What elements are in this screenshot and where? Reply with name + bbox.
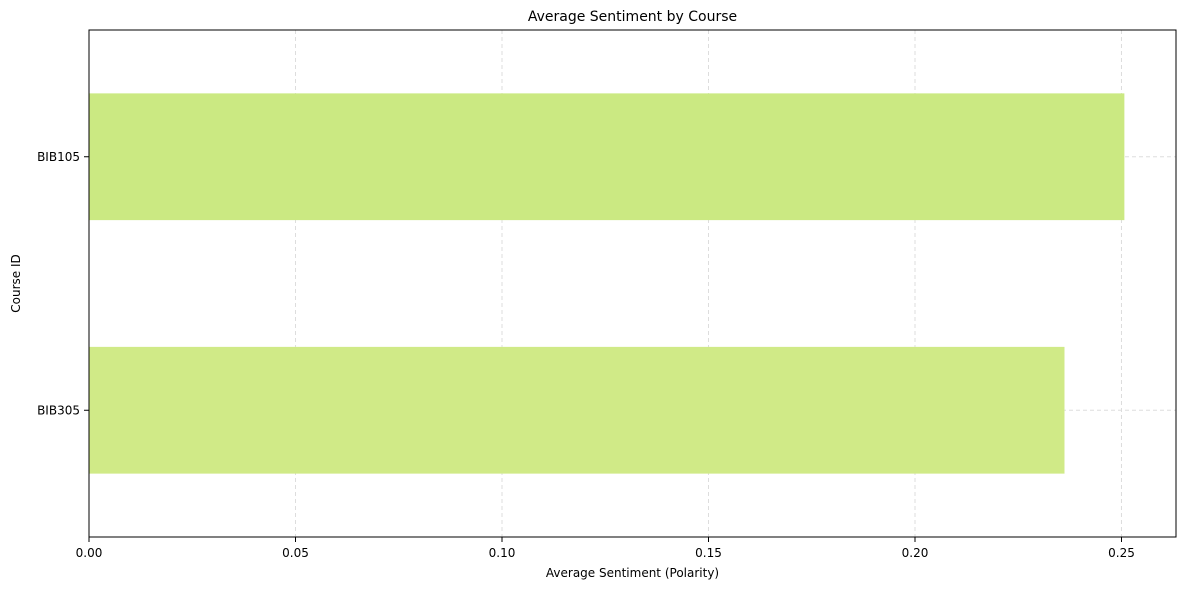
x-tick-label: 0.20 — [902, 546, 929, 560]
x-tick-label: 0.00 — [76, 546, 103, 560]
axis-ticks: 0.00 0.05 0.10 0.15 0.20 0.25 BIB105 BIB305 — [37, 150, 1135, 560]
x-axis-label: Average Sentiment (Polarity) — [546, 566, 719, 580]
y-tick-label: BIB305 — [37, 403, 80, 417]
x-tick-label: 0.10 — [489, 546, 516, 560]
chart-title: Average Sentiment by Course — [528, 9, 737, 25]
plot-frame — [88, 29, 1177, 538]
y-axis-label: Course ID — [9, 254, 23, 313]
y-tick-label: BIB105 — [37, 150, 80, 164]
bar-bib305 — [89, 346, 1065, 474]
x-tick-label: 0.05 — [282, 546, 309, 560]
bar-bib105 — [89, 93, 1125, 221]
x-tick-label: 0.25 — [1108, 546, 1135, 560]
x-tick-label: 0.15 — [695, 546, 722, 560]
bars — [89, 93, 1125, 474]
